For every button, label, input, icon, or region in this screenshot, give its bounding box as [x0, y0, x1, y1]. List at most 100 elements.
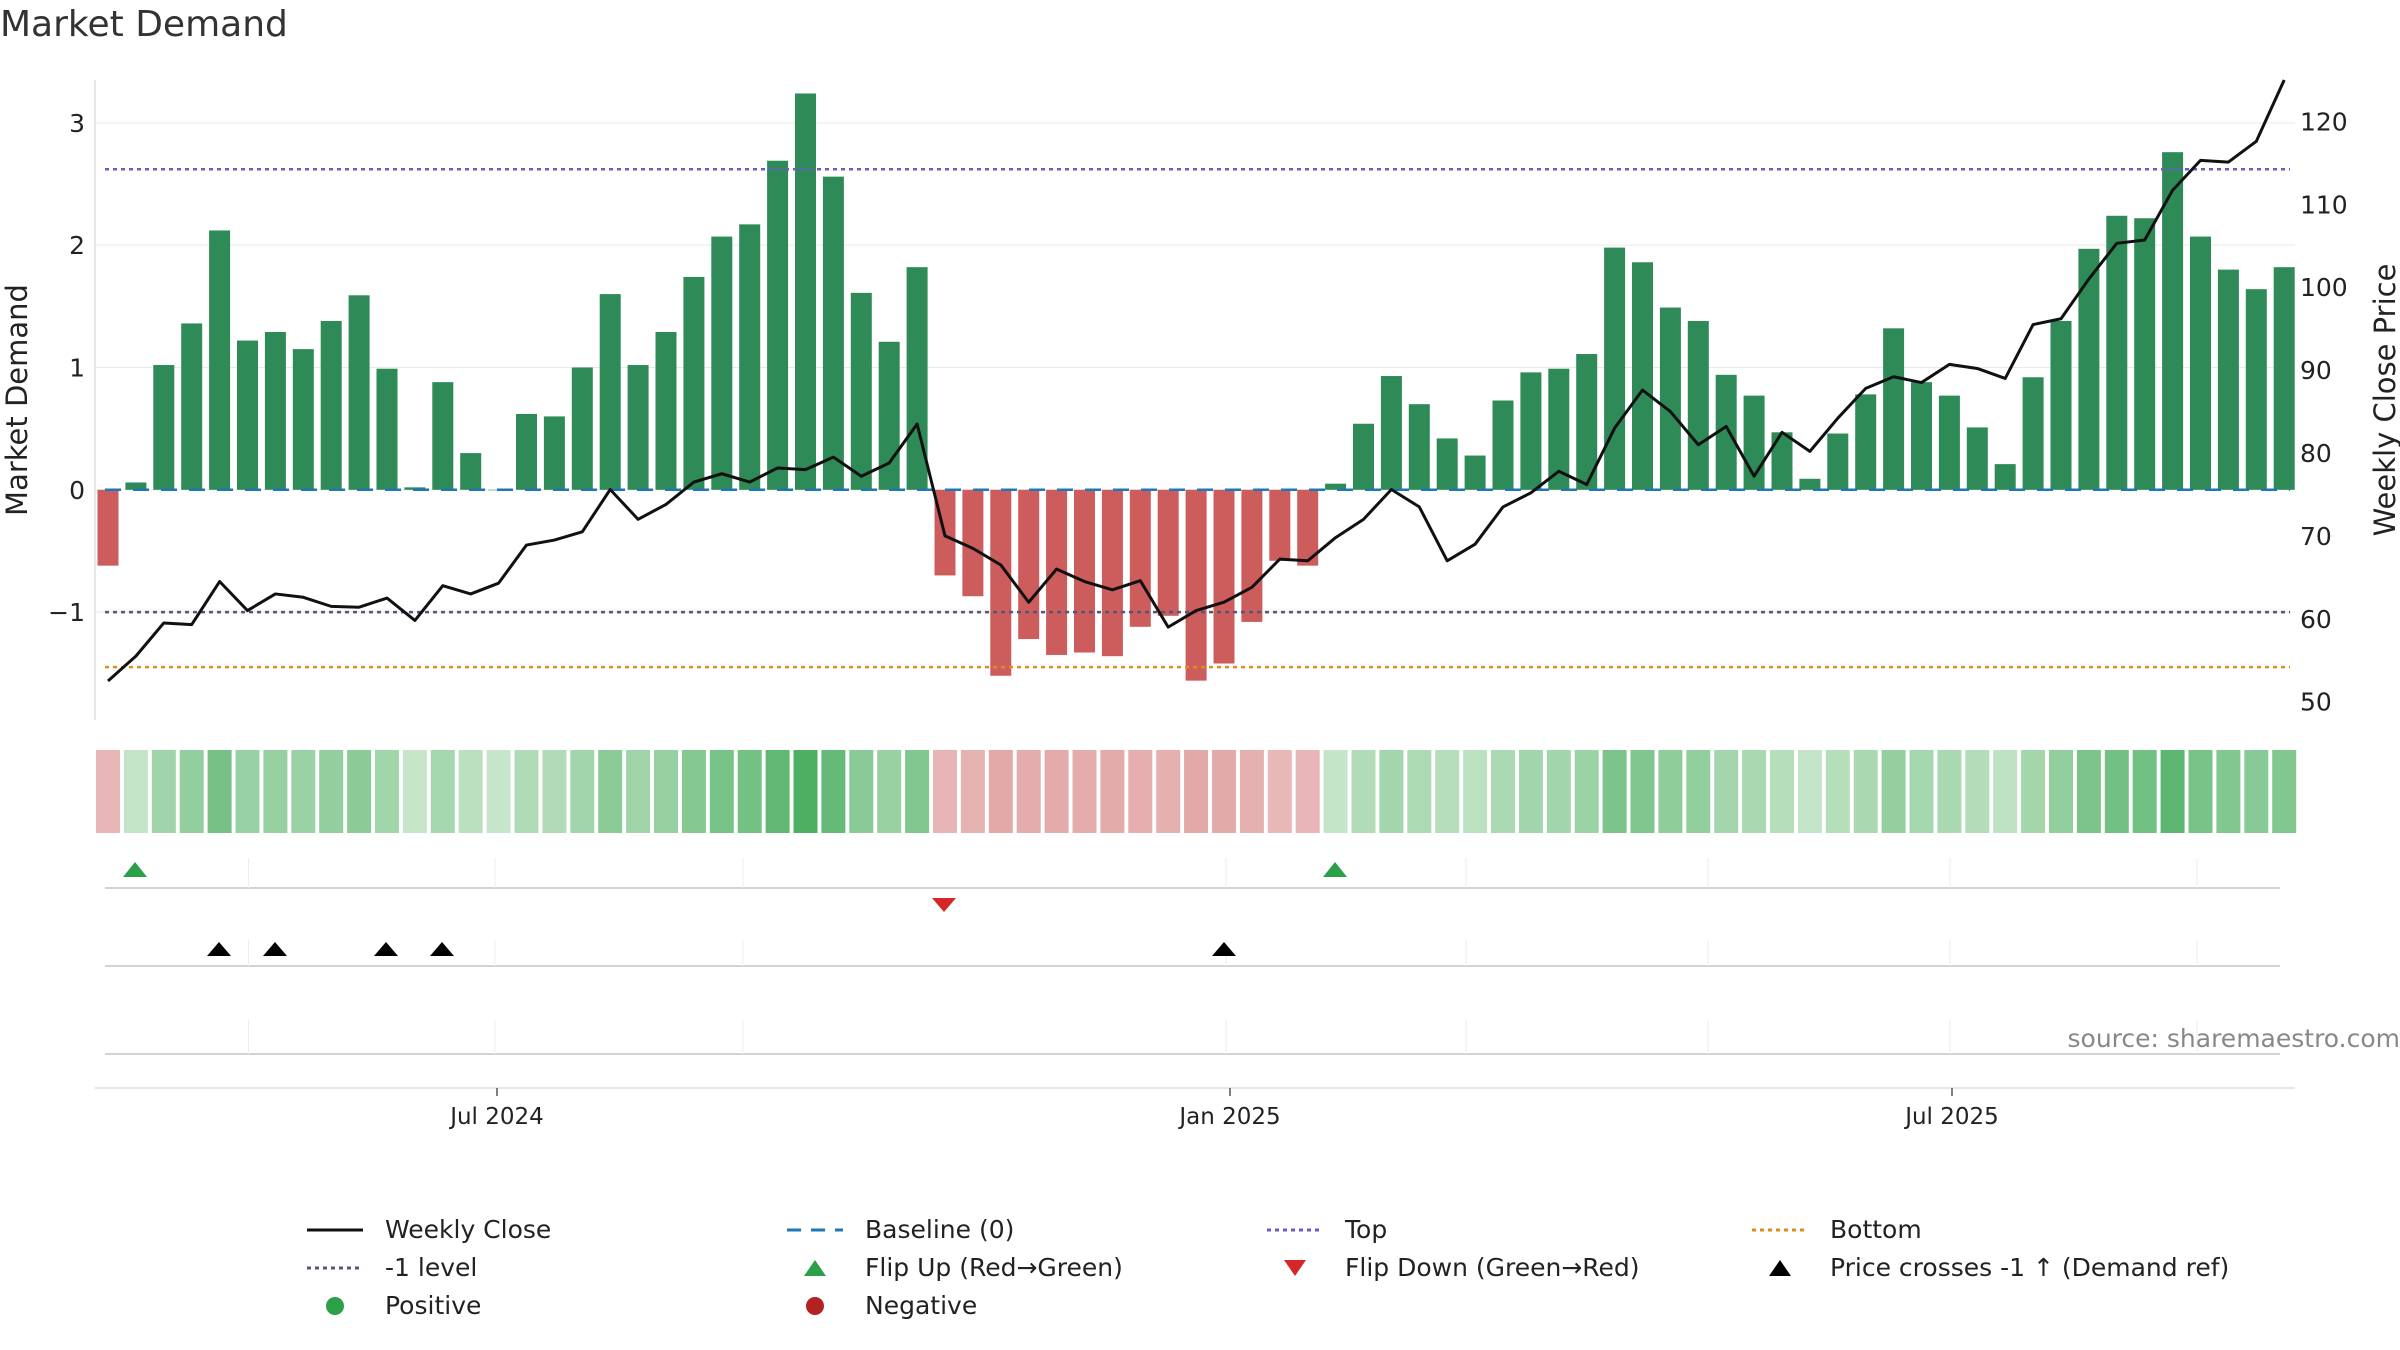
- bar-positive: [767, 160, 789, 490]
- heat-cell: [1937, 750, 1962, 833]
- heat-cell: [235, 750, 260, 833]
- heat-cell: [1491, 750, 1515, 833]
- bar-positive: [850, 292, 872, 490]
- bar-positive: [627, 365, 649, 490]
- heat-cell: [1212, 750, 1236, 833]
- heat-cell: [542, 750, 567, 833]
- y-tick-label: 0: [69, 476, 85, 505]
- bar-positive: [1827, 433, 1849, 490]
- heat-cell: [347, 750, 372, 833]
- bar-positive: [348, 295, 370, 490]
- market-demand-chart: −1 0 1 2 3 50 60 70 80 90 100 110 120 Market Demand We…: [0, 79, 2400, 1130]
- bar-positive: [1855, 394, 1877, 490]
- y2-tick-label: 50: [2300, 688, 2332, 717]
- legend-item-negative: Negative: [785, 1291, 977, 1320]
- bar-positive: [1604, 247, 1626, 490]
- bar-positive: [1520, 372, 1542, 490]
- bar-positive: [2273, 267, 2295, 490]
- y2-tick-label: 80: [2300, 439, 2332, 468]
- legend-label: Flip Down (Green→Red): [1345, 1253, 1640, 1282]
- bar-negative: [1074, 489, 1095, 653]
- legend-item-bottom: Bottom: [1750, 1215, 1922, 1244]
- bar-positive: [599, 294, 621, 490]
- heat-cell: [1546, 750, 1571, 833]
- solid-line-icon: [307, 1228, 363, 1231]
- bar-negative: [1213, 489, 1235, 664]
- heat-cell: [1435, 750, 1460, 833]
- bar-positive: [320, 320, 342, 490]
- bar-negative: [1297, 489, 1319, 566]
- bar-positive: [1715, 374, 1737, 490]
- price-cross-marker: [1212, 942, 1236, 956]
- y2-tick-label: 60: [2300, 605, 2332, 634]
- heat-cell: [1909, 750, 1934, 833]
- bar-positive: [1883, 328, 1905, 490]
- heat-cell: [1993, 750, 2018, 833]
- dotted-line-icon: [1267, 1228, 1323, 1231]
- legend-item-flip-up: Flip Up (Red→Green): [785, 1253, 1123, 1282]
- bar-positive: [376, 368, 398, 490]
- heat-cell: [905, 750, 930, 833]
- heat-cell: [1770, 750, 1794, 833]
- triangle-up-black-icon: [1769, 1259, 1791, 1276]
- heat-cell: [375, 750, 399, 833]
- heat-cell: [458, 750, 483, 833]
- heat-cell: [988, 750, 1013, 833]
- heat-cell: [2272, 750, 2297, 833]
- bar-positive: [2106, 215, 2128, 490]
- bar-positive: [1966, 427, 1988, 490]
- bar-positive: [2162, 152, 2184, 490]
- heat-cell: [2104, 750, 2129, 833]
- legend-item-price-crosses: Price crosses -1 ↑ (Demand ref): [1750, 1253, 2229, 1282]
- heat-cell: [877, 750, 902, 833]
- heat-cell: [1100, 750, 1125, 833]
- y-tick-label: 1: [69, 353, 85, 382]
- y-axis-title: Market Demand: [0, 284, 34, 516]
- heat-cell: [681, 750, 706, 833]
- price-cross-marker: [430, 942, 454, 956]
- heat-cell: [151, 750, 176, 833]
- heat-cell: [207, 750, 232, 833]
- bar-positive: [1659, 307, 1681, 490]
- heat-cell: [1239, 750, 1264, 833]
- heat-cell: [402, 750, 427, 833]
- x-tick-label: Jul 2025: [1903, 1104, 1999, 1130]
- bar-positive: [878, 341, 900, 490]
- heat-cell: [1686, 750, 1711, 833]
- legend-item-baseline: Baseline (0): [785, 1215, 1014, 1244]
- heat-cell: [1323, 750, 1348, 833]
- heat-cell: [1742, 750, 1767, 833]
- bar-positive: [1799, 478, 1821, 490]
- bar-positive: [1436, 438, 1458, 490]
- heat-cell: [2188, 750, 2213, 833]
- heat-cell: [960, 750, 985, 833]
- heat-cell: [2076, 750, 2101, 833]
- bar-negative: [990, 489, 1012, 676]
- legend-label: Baseline (0): [865, 1215, 1015, 1244]
- heat-cell: [765, 750, 790, 833]
- bar-positive: [209, 230, 231, 490]
- heat-cell: [654, 750, 678, 833]
- y2-tick-label: 110: [2300, 190, 2348, 219]
- y2-tick-label: 100: [2300, 273, 2348, 302]
- dotted-line-icon: [1752, 1228, 1808, 1231]
- y-tick-label: 2: [69, 231, 85, 260]
- bar-positive: [1548, 368, 1570, 490]
- bar-negative: [1101, 489, 1123, 657]
- heat-cell: [737, 750, 762, 833]
- heat-cell: [849, 750, 874, 833]
- heat-cell: [1351, 750, 1376, 833]
- legend-label: Weekly Close: [385, 1215, 552, 1244]
- bar-positive: [683, 276, 705, 490]
- bar-positive: [1408, 404, 1430, 490]
- legend-label: Positive: [385, 1291, 482, 1320]
- y2-axis-title: Weekly Close Price: [2368, 264, 2400, 537]
- heat-cell: [793, 750, 818, 833]
- heat-cell: [263, 750, 288, 833]
- heat-cell: [2160, 750, 2185, 833]
- triangle-up-green-icon: [804, 1259, 826, 1276]
- legend-label: Flip Up (Red→Green): [865, 1253, 1123, 1282]
- y2-tick-label: 120: [2300, 107, 2348, 136]
- heat-cell: [514, 750, 539, 833]
- triangle-down-red-icon: [1284, 1259, 1306, 1276]
